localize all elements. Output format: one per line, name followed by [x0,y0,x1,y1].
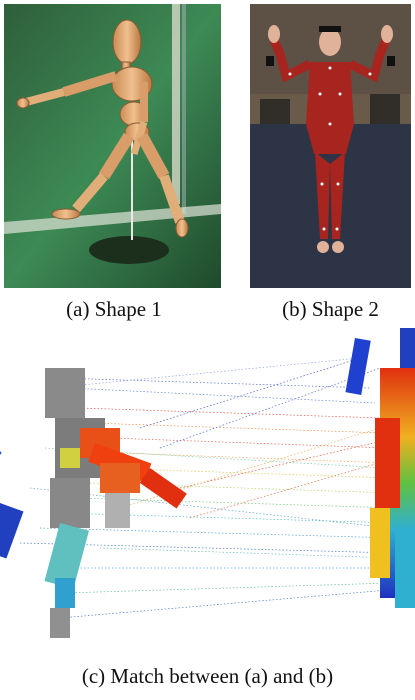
panel-c-image [0,328,415,658]
light-stand [172,4,180,204]
mannequin [16,19,189,238]
shape-1-voxels [0,368,187,638]
caption-a: (a) Shape 1 [66,297,162,321]
panel-a-image [4,4,221,288]
panel-b-image [250,4,411,288]
caption-b: (b) Shape 2 [282,297,379,321]
shape-2-voxels [345,328,415,608]
mannequin-base [89,236,169,264]
person-in-red-suit [266,25,395,253]
correspondence-lines [19,357,397,619]
caption-c: (c) Match between (a) and (b) [81,664,334,688]
floor-edge [4,204,221,234]
